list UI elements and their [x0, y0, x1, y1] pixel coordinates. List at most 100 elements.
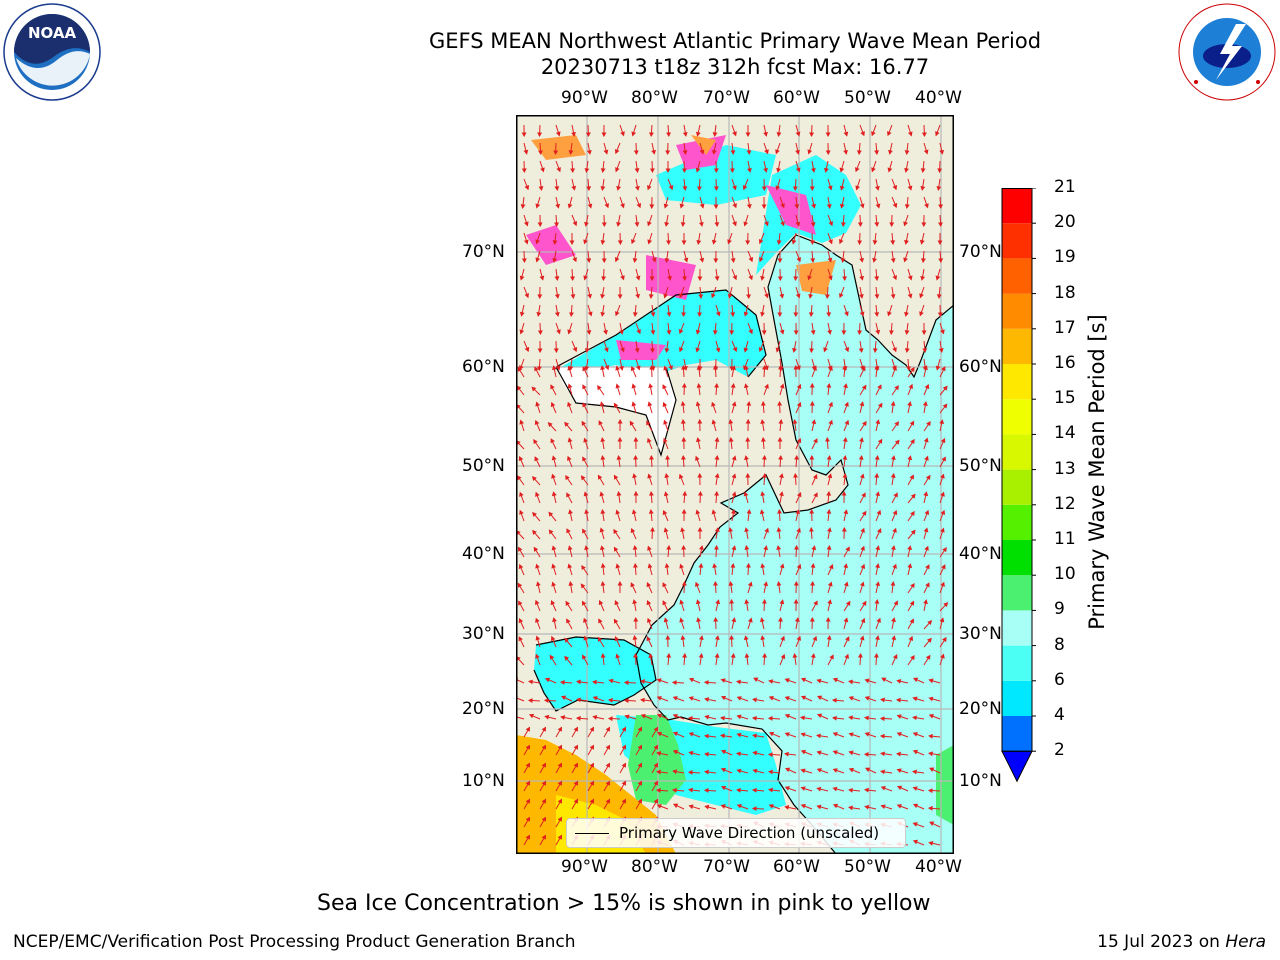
wave-arrow-head [720, 804, 726, 809]
wave-arrow-head [892, 347, 897, 353]
wave-arrow-head [785, 767, 791, 773]
wave-arrow-head [567, 401, 572, 407]
wave-arrow-head [633, 616, 639, 622]
wave-arrow-head [681, 382, 687, 388]
wave-arrow-head [809, 454, 815, 460]
wave-arrow-head [745, 132, 751, 138]
wave-arrow-head [826, 527, 832, 533]
wave-arrow-head [872, 240, 878, 245]
wave-arrow-head [523, 149, 529, 155]
wave-arrow-head [907, 455, 913, 461]
wave-arrow-head [732, 185, 737, 191]
colorbar-tick-label: 12 [1054, 494, 1076, 514]
wave-arrow-head [619, 329, 624, 335]
wave-arrow-head [904, 311, 909, 317]
wave-arrow-head [524, 346, 530, 353]
wave-arrow-head [880, 751, 886, 757]
caribbean-green-patch [628, 715, 686, 805]
wave-arrow-head [897, 785, 903, 791]
wave-arrow-head [844, 419, 850, 425]
wave-arrow-head [551, 365, 557, 371]
wave-arrow-head [666, 312, 672, 317]
wave-arrow-head [582, 654, 587, 660]
wave-arrow-head [796, 365, 801, 371]
wave-arrow-head [760, 617, 765, 623]
wave-arrow-head [695, 437, 701, 443]
wave-arrow-head [780, 203, 785, 209]
wave-arrow-head [736, 787, 741, 793]
colorbar-segment [1002, 293, 1032, 329]
wave-arrow-head [743, 311, 749, 317]
wave-arrow-head [567, 365, 573, 371]
wave-arrow-head [728, 581, 734, 586]
wave-arrow-head [571, 185, 577, 191]
wave-arrow-head [525, 744, 531, 750]
wave-arrow-head [521, 132, 527, 138]
wave-arrow-head [745, 562, 751, 568]
wave-arrow-head [936, 185, 942, 191]
wave-arrow-head [864, 804, 870, 810]
wave-arrow-head [541, 726, 547, 732]
wave-arrow-head [589, 726, 595, 732]
wave-arrow-head [758, 347, 764, 353]
wave-arrow-head [635, 293, 641, 299]
wave-arrow-head [904, 167, 909, 173]
wave-arrow-head [600, 168, 606, 173]
wave-arrow-head [776, 132, 782, 137]
wave-arrow-head [731, 455, 737, 461]
wave-arrow-head [751, 715, 757, 721]
colorbar-tick-label: 11 [1054, 529, 1076, 549]
wave-arrow-head [826, 635, 832, 641]
wave-arrow-head [800, 715, 805, 721]
wave-arrow-head [892, 275, 897, 281]
wave-arrow-head [604, 347, 609, 353]
lon-label-bottom-40w: 40°W [915, 857, 962, 877]
wave-arrow-head [875, 563, 880, 569]
wave-arrow-head [586, 330, 592, 335]
wave-arrow [516, 716, 525, 720]
wave-arrow-head [666, 330, 672, 335]
wave-arrow-head [940, 491, 945, 497]
wave-arrow-head [623, 680, 629, 686]
wave-arrow-head [925, 582, 930, 588]
wave-arrow-head [919, 311, 924, 317]
wave-arrow-head [631, 131, 637, 137]
wave-arrow-head [776, 240, 782, 245]
wave-arrow-head [524, 185, 530, 191]
wave-arrow-head [828, 401, 833, 407]
wave-arrow-head [778, 454, 783, 460]
footer-host: Hera [1225, 932, 1266, 952]
wave-arrow-head [615, 365, 621, 371]
wave-arrow-head [650, 526, 655, 532]
wave-arrow-head [768, 679, 774, 684]
wave-arrow-head [599, 491, 605, 497]
wave-arrow-head [881, 677, 887, 682]
wave-arrow-head [664, 221, 670, 227]
wave-arrow-head [650, 330, 656, 335]
wave-arrow-head [875, 491, 881, 497]
wave-arrow-head [678, 473, 684, 479]
wave-arrow-head [857, 240, 863, 246]
wave-arrow-head [614, 600, 620, 606]
wave-arrow-head [663, 437, 668, 443]
wave-arrow-head [761, 330, 767, 336]
wave-arrow-head [649, 454, 654, 460]
wave-arrow-head [763, 131, 768, 137]
wave-arrow-head [665, 634, 671, 640]
wave-arrow-head [730, 150, 736, 155]
wave-arrow-head [580, 583, 586, 589]
wave-arrow-head [904, 204, 910, 209]
wave-arrow-head [877, 438, 883, 444]
wave-arrow-head [671, 680, 677, 685]
wave-arrow-head [907, 563, 913, 569]
wave-arrow-head [647, 473, 653, 479]
wave-arrow-head [848, 767, 854, 773]
wave-arrow-head [617, 580, 623, 586]
wave-arrow-head [603, 329, 608, 335]
wave-arrow-head [678, 329, 684, 335]
wave-arrow-head [695, 401, 701, 407]
wave-arrow-head [680, 527, 686, 533]
wave-arrow-head [872, 348, 878, 354]
wave-arrow-head [826, 383, 832, 388]
wave-arrow-head [597, 474, 603, 480]
